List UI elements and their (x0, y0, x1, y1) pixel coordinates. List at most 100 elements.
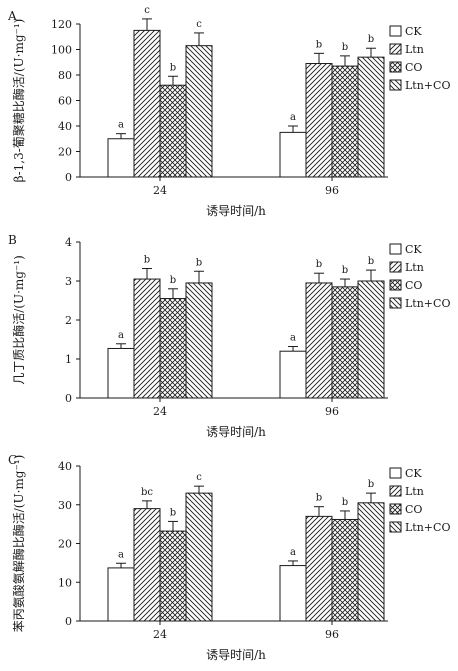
chart-a-significance-label: b (368, 34, 374, 45)
chart-a-y-axis-title: β-1,3-葡聚糖比酶活/(U·mg⁻¹) (11, 19, 26, 183)
chart-b-bar (357, 280, 385, 399)
chart-b-y-tick-label: 0 (65, 392, 72, 405)
chart-c-y-tick-label: 20 (58, 538, 72, 551)
chart-b-panel-letter: B (8, 233, 17, 247)
chart-a-legend-label: Ltn (405, 43, 424, 56)
chart-c-legend-swatch (389, 467, 402, 479)
chart-a-panel-letter: A (7, 9, 17, 23)
chart-b-x-tick-label: 24 (153, 405, 167, 418)
chart-c-bar (185, 492, 213, 622)
chart-c-bar (331, 518, 359, 622)
chart-a-x-tick-label: 24 (153, 184, 167, 197)
chart-a-significance-label: c (144, 5, 150, 16)
chart-b-x-tick-label: 96 (325, 405, 339, 418)
chart-a-y-tick-label: 120 (51, 18, 72, 31)
chart-a-bar (331, 65, 359, 178)
chart-a-bar (133, 29, 161, 178)
chart-c-legend-label: Ltn (405, 485, 424, 498)
chart-b-significance-label: b (342, 265, 348, 276)
chart-c-legend-swatch (389, 485, 402, 497)
chart-c-legend-label: CK (405, 467, 422, 480)
chart-a-legend-swatch (389, 79, 402, 91)
chart-b-legend-label: Ltn (405, 261, 424, 274)
chart-c-legend-swatch (389, 503, 402, 515)
chart-c-legend-label: Ltn+CO (405, 521, 450, 534)
chart-a-bar (185, 45, 213, 178)
chart-a-significance-label: a (118, 120, 124, 131)
chart-c-significance-label: bc (141, 487, 153, 498)
chart-a-x-tick-label: 96 (325, 184, 339, 197)
chart-b-significance-label: b (144, 255, 150, 266)
chart-b-legend-swatch (389, 261, 402, 273)
chart-c-bar (133, 508, 161, 622)
chart-a-y-tick-label: 100 (51, 44, 72, 57)
chart-c-bar (107, 567, 135, 622)
chart-a-legend-swatch (389, 61, 402, 73)
chart-a-bar (357, 56, 385, 178)
chart-b-bar (185, 282, 213, 399)
chart-a-bar (107, 138, 135, 178)
chart-b-significance-label: b (316, 259, 322, 270)
chart-c-y-tick-label: 10 (58, 576, 72, 589)
chart-b-significance-label: b (196, 257, 202, 268)
chart-panel-b: B 0 1 2 3 4 几丁质比酶活/(U·mg⁻¹) a b b b 24 a b b b 96 诱导时间/h C… (8, 233, 450, 439)
chart-b-bar (107, 347, 135, 399)
chart-c-significance-label: b (368, 479, 374, 490)
chart-b-legend-swatch (389, 243, 402, 255)
chart-c-bar (279, 565, 307, 622)
chart-a-significance-label: b (316, 39, 322, 50)
chart-a-bar (279, 131, 307, 178)
chart-a-legend-swatch (389, 43, 402, 55)
chart-a-legend-label: Ltn+CO (405, 79, 450, 92)
chart-a-significance-label: b (170, 62, 176, 73)
chart-c-panel-letter: C (8, 453, 17, 467)
chart-c-x-axis-title: 诱导时间/h (206, 648, 266, 662)
chart-b-y-axis-title: 几丁质比酶活/(U·mg⁻¹) (11, 255, 26, 385)
chart-a-legend-label: CK (405, 25, 422, 38)
chart-b-legend-label: Ltn+CO (405, 297, 450, 310)
chart-a-bar (159, 84, 187, 178)
chart-c-legend-label: CO (405, 503, 422, 516)
chart-c-significance-label: a (118, 549, 124, 560)
chart-b-legend-swatch (389, 297, 402, 309)
chart-c-significance-label: b (170, 507, 176, 518)
chart-c-significance-label: c (196, 472, 202, 483)
chart-b-y-tick-label: 1 (65, 353, 72, 366)
chart-c-y-axis-title: 苯丙氨酸氨解酶比酶活/(U·mg⁻¹) (11, 455, 26, 633)
chart-a-y-tick-label: 80 (58, 69, 72, 82)
chart-b-significance-label: b (170, 275, 176, 286)
chart-c-significance-label: a (290, 547, 296, 558)
chart-b-legend-swatch (389, 279, 402, 291)
chart-a-significance-label: c (196, 19, 202, 30)
chart-a-y-tick-label: 40 (58, 120, 72, 133)
chart-c-bar (159, 530, 187, 622)
chart-a-legend-label: CO (405, 61, 422, 74)
chart-c-x-tick-label: 24 (153, 628, 167, 641)
chart-b-bar (331, 286, 359, 399)
chart-a-x-axis-title: 诱导时间/h (206, 204, 266, 218)
chart-b-legend-label: CK (405, 243, 422, 256)
chart-b-x-axis-title: 诱导时间/h (206, 425, 266, 439)
chart-c-significance-label: b (316, 493, 322, 504)
chart-c-significance-label: b (342, 497, 348, 508)
chart-b-bar (159, 298, 187, 399)
chart-b-legend-label: CO (405, 279, 422, 292)
chart-b-y-tick-label: 2 (65, 314, 72, 327)
chart-panel-a: A 0 20 40 60 80 100 120 β-1,3-葡聚糖比酶活/(U·mg⁻¹) a c b… (7, 5, 450, 218)
chart-a-significance-label: a (290, 112, 296, 123)
chart-c-y-tick-label: 40 (58, 460, 72, 473)
chart-c-legend-swatch (389, 521, 402, 533)
chart-b-significance-label: a (118, 330, 124, 341)
chart-b-significance-label: a (290, 333, 296, 344)
chart-a-legend-swatch (389, 25, 402, 37)
chart-b-y-tick-label: 3 (65, 275, 72, 288)
chart-b-y-tick-label: 4 (65, 236, 72, 249)
chart-b-bar (133, 278, 161, 399)
chart-a-y-tick-label: 0 (65, 171, 72, 184)
chart-b-bar (305, 282, 333, 399)
chart-a-y-tick-label: 60 (58, 95, 72, 108)
chart-c-bar (357, 502, 385, 622)
chart-a-y-tick-label: 20 (58, 146, 72, 159)
